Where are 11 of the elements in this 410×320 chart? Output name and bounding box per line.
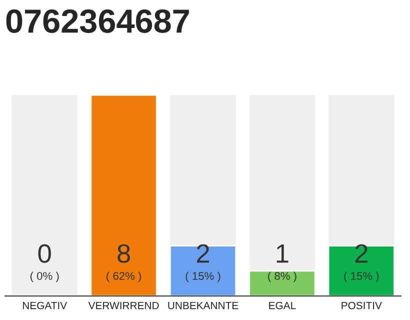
x-tick-label: VERWIRREND — [88, 302, 159, 310]
data-label: 0 ( 0% ) — [30, 244, 59, 282]
data-label: 2 ( 15% ) — [186, 244, 220, 282]
x-tick-label: POSITIV — [342, 302, 382, 310]
data-label: 8 ( 62% ) — [106, 244, 142, 282]
x-tick-label: NEGATIV — [22, 302, 68, 310]
chart-title: 0762364687 — [6, 9, 189, 33]
data-label: 1 ( 8% ) — [268, 244, 296, 282]
x-tick-label: UNBEKANNTE — [168, 302, 238, 310]
data-label: 2 ( 15% ) — [344, 244, 379, 282]
x-tick-label: EGAL — [269, 302, 296, 310]
